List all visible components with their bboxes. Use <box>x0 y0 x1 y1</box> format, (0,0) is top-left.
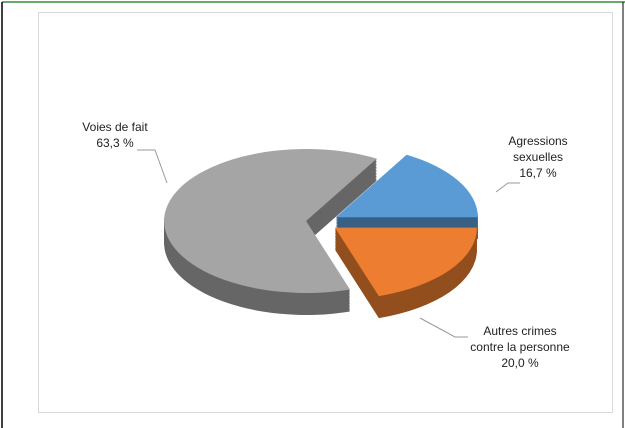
pie-slice <box>164 149 377 294</box>
label-name: Voies de fait <box>82 120 148 134</box>
leader-line <box>137 149 168 184</box>
pie <box>164 149 478 319</box>
leader-line <box>419 317 468 338</box>
leader-line <box>495 182 520 193</box>
pie-slice <box>335 154 478 218</box>
label-value: 16,7 % <box>519 166 557 180</box>
label-name: Agressions sexuelles <box>508 134 568 164</box>
label-value: 20,0 % <box>501 356 539 370</box>
data-label: Voies de fait 63,3 % <box>60 119 170 151</box>
label-value: 63,3 % <box>96 136 134 150</box>
data-label: Autres crimes contre la personne 20,0 % <box>470 323 570 371</box>
pie-slice <box>334 227 477 297</box>
label-name: Autres crimes contre la personne <box>470 324 570 354</box>
data-label: Agressions sexuelles 16,7 % <box>492 133 584 181</box>
